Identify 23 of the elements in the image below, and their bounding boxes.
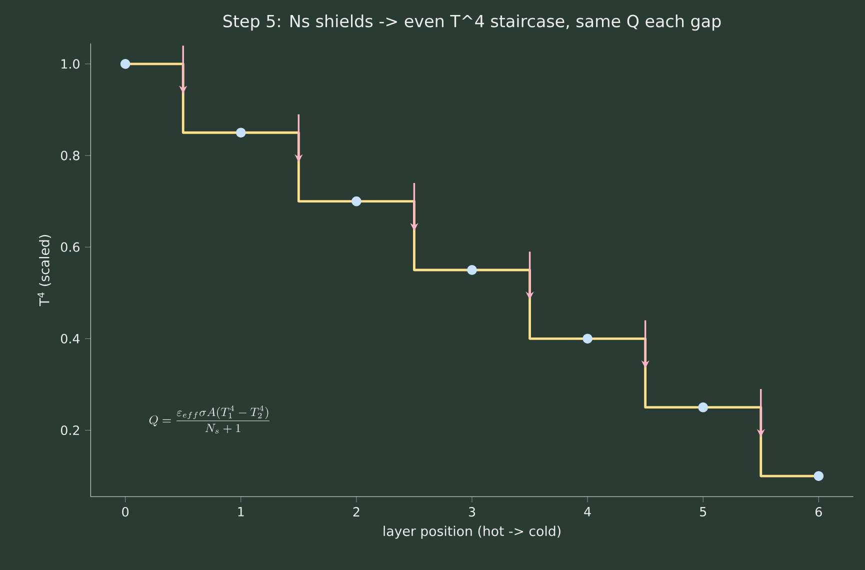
y-tick-label: 1.0: [62, 59, 80, 69]
y-tick-label: 0.8: [60, 150, 80, 160]
annotation: $Q=\frac{\varepsilon_{eff}\sigma A(T_1^4-T_2^4)}{N_s+1}$: [149, 406, 270, 434]
point: [236, 128, 246, 138]
x-tick-label: 3: [468, 507, 476, 517]
point: [814, 471, 824, 481]
y-tick-label: 0.4: [60, 334, 80, 344]
point: [120, 58, 130, 69]
y-tick-label: 0.2: [60, 425, 80, 436]
point: [582, 334, 592, 344]
x-axis-title: layer position (hot -> cold): [384, 526, 560, 539]
x-tick-label: 4: [584, 507, 591, 516]
y-axis-title: T$^{4}$ (scaled): [38, 235, 51, 306]
x-tick-label: 0: [122, 507, 129, 517]
point: [698, 402, 708, 412]
chart-title: Step 5: Ns shields -> even T^4 staircase, same Q each gap: [223, 14, 721, 31]
point: [467, 265, 477, 275]
point: [352, 196, 362, 206]
x-tick-label: 5: [700, 507, 706, 516]
y-tick-label: 0.6: [60, 242, 80, 252]
x-tick-label: 1: [238, 507, 244, 516]
x-tick-label: 2: [353, 507, 360, 516]
x-tick-label: 6: [816, 507, 822, 517]
